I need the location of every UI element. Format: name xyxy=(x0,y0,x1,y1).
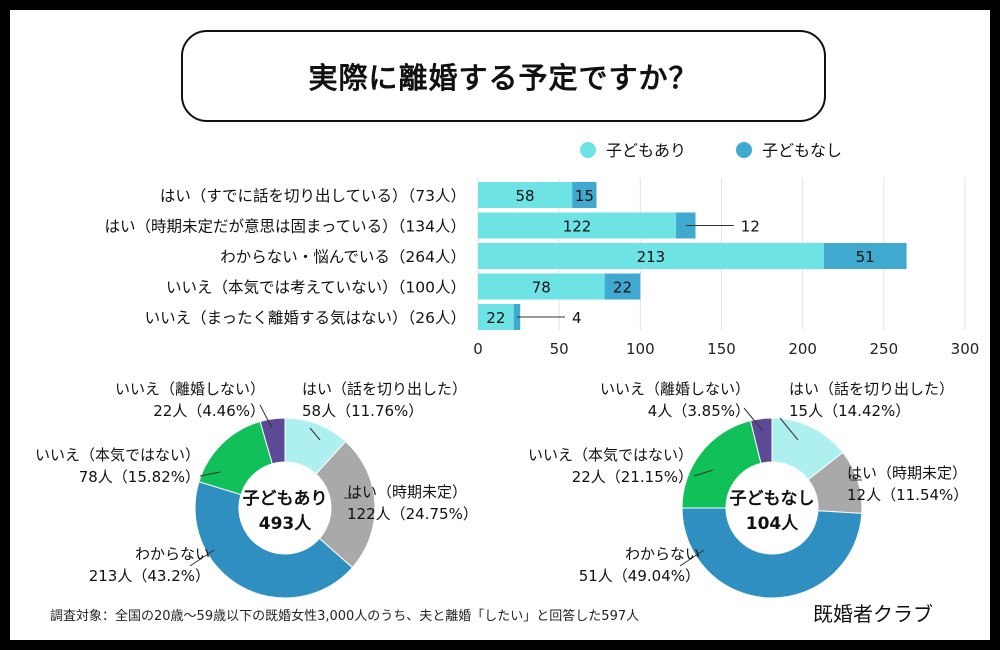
bar-data-label: 22 xyxy=(613,279,632,297)
bar-data-label: 4 xyxy=(572,309,582,327)
bar-category-label: はい（すでに話を切り出している）（73人） xyxy=(160,187,466,205)
bar-segment xyxy=(478,273,605,300)
legend-label: 子どもあり xyxy=(606,141,686,160)
bar-segment xyxy=(478,212,677,239)
slice-value-label: 213人（43.2%） xyxy=(89,567,210,585)
bar-category-label: いいえ（本気では考えていない）（100人） xyxy=(166,279,466,297)
survey-footnote: 調査対象：全国の20歳〜59歳以下の既婚女性3,000人のうち、夫と離婚「したい… xyxy=(50,609,640,624)
bar-data-label: 51 xyxy=(856,248,875,266)
donut-slice xyxy=(749,417,773,464)
brand-label: 既婚者クラブ xyxy=(813,602,933,626)
slice-label: はい（時期未定） xyxy=(847,464,967,482)
x-tick-label: 0 xyxy=(473,340,483,358)
slice-label: はい（話を切り出した） xyxy=(302,380,467,398)
donut-slice xyxy=(315,440,376,569)
bar-segment xyxy=(572,182,597,208)
bar-data-label: 58 xyxy=(516,187,535,205)
infographic: 実際に離婚する予定ですか？ 0 50 100 150 200 250 300 はい（すでに話を… xyxy=(10,10,990,640)
legend-label: 子どもなし xyxy=(762,141,842,160)
donut-slice xyxy=(259,417,286,465)
x-tick-label: 300 xyxy=(951,340,980,358)
slice-label: はい（話を切り出した） xyxy=(789,380,954,398)
slice-leader-line xyxy=(189,549,215,567)
x-tick-label: 200 xyxy=(788,340,817,358)
bar-data-label: 22 xyxy=(486,309,505,327)
slice-value-label: 12人（11.54%） xyxy=(847,486,968,504)
bar-data-label: 213 xyxy=(637,248,666,266)
x-tick-label: 100 xyxy=(626,340,655,358)
bar-data-label: 12 xyxy=(741,218,760,236)
donut-center-total: 493人 xyxy=(259,514,312,534)
slice-value-label: 22人（4.46%） xyxy=(153,402,265,420)
slice-label: いいえ（本気ではない） xyxy=(35,446,200,464)
bar-data-label: 122 xyxy=(563,218,592,236)
slice-label: いいえ（離婚しない） xyxy=(115,380,265,398)
slice-label: いいえ（本気ではない） xyxy=(528,446,693,464)
slice-value-label: 122人（24.75%） xyxy=(347,505,478,523)
bar-segment xyxy=(478,243,824,269)
donut-center-total: 104人 xyxy=(746,514,799,534)
slice-leader-line xyxy=(199,471,221,477)
slice-value-label: 58人（11.76%） xyxy=(302,402,423,420)
slice-label: わからない xyxy=(625,545,700,563)
slice-leader-line xyxy=(259,404,273,429)
bar-segment xyxy=(823,243,907,269)
slice-value-label: 15人（14.42%） xyxy=(789,402,910,420)
slice-leader-line xyxy=(309,427,321,441)
bar-category-label: はい（時期未定だが意思は固まっている）（134人） xyxy=(105,217,466,236)
slice-leader-line xyxy=(743,407,763,431)
bar-data-label: 15 xyxy=(575,187,594,205)
title-box: 実際に離婚する予定ですか？ xyxy=(181,30,826,122)
chart-title: 実際に離婚する予定ですか？ xyxy=(308,61,699,95)
slice-leader-line xyxy=(693,469,714,477)
donut-slice xyxy=(681,507,863,599)
slice-label: はい（時期未定） xyxy=(347,483,467,501)
bar-segment xyxy=(478,182,573,208)
charts-svg: 0 50 100 150 200 250 300 はい（すでに話を切り出している）（73人） 5… xyxy=(35,141,980,599)
bar-segment xyxy=(478,304,514,330)
donut-center-title: 子どもなし xyxy=(730,489,815,509)
slice-value-label: 22人（21.15%） xyxy=(572,468,693,486)
slice-leader-line xyxy=(679,549,705,567)
bar-data-label: 78 xyxy=(532,279,551,297)
bar-category-label: いいえ（まったく離婚する気はない）（26人） xyxy=(145,309,466,327)
donut-center-title: 子どもあり xyxy=(243,489,328,509)
slice-value-label: 4人（3.85%） xyxy=(648,402,750,420)
slice-leader-line xyxy=(779,417,799,441)
legend-marker xyxy=(736,142,752,158)
x-tick-label: 250 xyxy=(870,340,899,358)
donut-slice xyxy=(198,420,273,496)
slice-label: わからない xyxy=(135,545,210,563)
slice-value-label: 78人（15.82%） xyxy=(79,468,200,486)
bar-category-label: わからない・悩んでいる（264人） xyxy=(220,248,466,266)
legend-marker xyxy=(580,142,596,158)
slice-label: いいえ（離婚しない） xyxy=(600,380,750,398)
slice-value-label: 51人（49.04%） xyxy=(579,567,700,585)
x-tick-label: 50 xyxy=(550,340,569,358)
x-tick-label: 150 xyxy=(707,340,736,358)
donut-slice xyxy=(194,481,354,599)
donut-slice xyxy=(681,420,762,509)
bar-segment xyxy=(604,273,641,300)
